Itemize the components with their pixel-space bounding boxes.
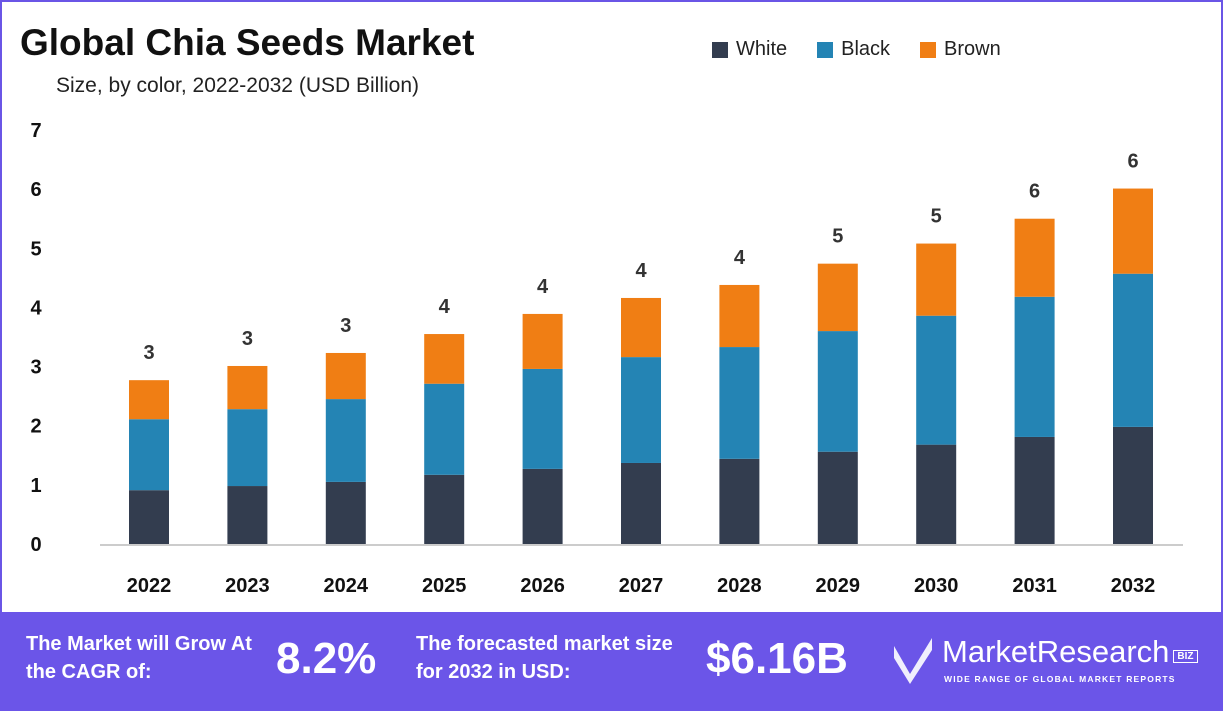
bar-black-2028 — [719, 347, 760, 459]
total-label: 5 — [931, 206, 942, 228]
bar-brown-2026 — [522, 313, 563, 369]
bar-brown-2025 — [424, 334, 465, 384]
bar-brown-2027 — [621, 297, 661, 358]
forecast-text: The forecasted market size for 2032 in U… — [416, 633, 673, 683]
y-tick-label: 7 — [30, 120, 41, 142]
stacked-bar-chart: 0 1 2 3 4 5 6 7 3 2022 3 2023 3 2024 4 2025 4 2026 4 2027 4 2… — [30, 120, 1183, 597]
logo-wordmark: MarketResearch BIZ — [942, 634, 1198, 670]
total-label: 3 — [340, 315, 351, 337]
legend-swatch — [817, 41, 834, 58]
bar-black-2031 — [1014, 296, 1055, 437]
bar-black-2026 — [522, 368, 563, 469]
bar-white-2030 — [916, 444, 957, 544]
bar-white-2031 — [1014, 436, 1055, 544]
bar-white-2028 — [719, 458, 760, 544]
bar-brown-2028 — [719, 284, 760, 348]
legend-item-black: Black — [817, 38, 890, 61]
y-tick-label: 0 — [30, 534, 41, 556]
bar-black-2025 — [424, 383, 465, 475]
bar-white-2022 — [129, 490, 169, 544]
y-tick-label: 2 — [30, 416, 41, 438]
total-label: 6 — [1127, 151, 1138, 173]
bar-black-2027 — [621, 357, 661, 463]
y-tick-label: 5 — [30, 238, 41, 260]
chart-title: Global Chia Seeds Market — [20, 22, 475, 63]
y-tick-label: 1 — [30, 475, 41, 497]
forecast-value: $6.16B — [706, 634, 848, 683]
y-tick-label: 6 — [30, 179, 41, 201]
logo-text: MarketResearch — [942, 634, 1170, 669]
bar-black-2029 — [817, 331, 858, 452]
total-label: 4 — [439, 296, 451, 318]
bar-black-2032 — [1113, 273, 1153, 427]
x-tick-label: 2030 — [914, 575, 959, 597]
x-tick-label: 2032 — [1111, 575, 1156, 597]
cagr-value: 8.2% — [276, 634, 377, 683]
legend-item-brown: Brown — [920, 38, 1001, 61]
bar-white-2025 — [424, 474, 465, 544]
bar-white-2027 — [621, 462, 661, 544]
total-label: 4 — [537, 276, 549, 298]
x-tick-label: 2023 — [225, 575, 270, 597]
logo-tagline: WIDE RANGE OF GLOBAL MARKET REPORTS — [944, 674, 1176, 684]
total-label: 3 — [143, 342, 154, 364]
bar-brown-2031 — [1014, 218, 1055, 297]
x-tick-label: 2031 — [1012, 575, 1057, 597]
logo-check-icon — [894, 638, 932, 684]
legend: White Black Brown — [712, 38, 1001, 61]
legend-item-white: White — [712, 38, 787, 61]
logo-badge: BIZ — [1173, 649, 1198, 663]
total-label: 5 — [832, 226, 843, 248]
total-label: 4 — [734, 247, 746, 269]
total-label: 3 — [242, 328, 253, 350]
x-tick-label: 2026 — [520, 575, 565, 597]
cagr-text: The Market will Grow At the CAGR of: — [26, 633, 252, 683]
legend-label: Black — [841, 38, 891, 60]
legend-swatch — [920, 41, 937, 58]
chart-subtitle: Size, by color, 2022-2032 (USD Billion) — [56, 74, 420, 97]
bar-brown-2022 — [129, 380, 169, 420]
bar-white-2023 — [227, 486, 268, 544]
x-tick-label: 2028 — [717, 575, 762, 597]
bar-brown-2024 — [325, 352, 366, 400]
x-tick-label: 2029 — [816, 575, 861, 597]
bar-white-2024 — [325, 481, 366, 544]
bar-brown-2030 — [916, 243, 957, 316]
bar-black-2024 — [325, 399, 366, 482]
x-tick-label: 2024 — [324, 575, 369, 597]
bar-white-2032 — [1113, 426, 1153, 544]
legend-swatch — [712, 41, 728, 58]
x-tick-label: 2027 — [619, 575, 664, 597]
bar-brown-2032 — [1113, 188, 1153, 274]
x-tick-label: 2025 — [422, 575, 467, 597]
bar-brown-2023 — [227, 365, 268, 410]
legend-label: White — [736, 38, 788, 60]
bar-brown-2029 — [817, 263, 858, 332]
y-tick-label: 3 — [30, 357, 41, 379]
bar-white-2026 — [522, 468, 563, 544]
total-label: 6 — [1029, 181, 1040, 203]
bar-white-2029 — [817, 451, 858, 544]
bar-black-2030 — [916, 315, 957, 445]
legend-label: Brown — [944, 38, 1001, 60]
x-tick-label: 2022 — [127, 575, 172, 597]
y-tick-label: 4 — [30, 297, 42, 319]
bar-black-2023 — [227, 409, 268, 487]
total-label: 4 — [635, 260, 647, 282]
footer-banner: The Market will Grow At the CAGR of: 8.2… — [0, 612, 1223, 711]
bar-black-2022 — [129, 419, 169, 491]
